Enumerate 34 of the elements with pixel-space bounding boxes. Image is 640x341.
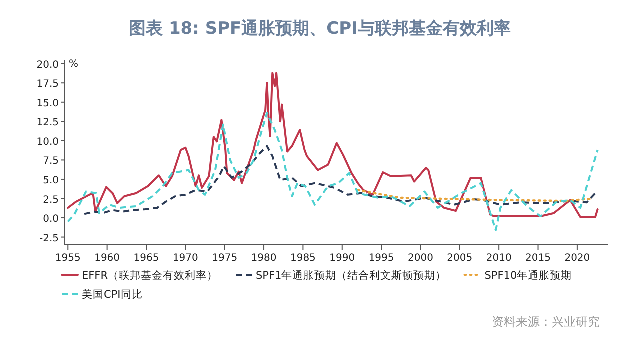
x-tick-label: 1980 <box>251 253 277 264</box>
y-tick-label: 17.5 <box>36 79 59 90</box>
x-tick-label: 2000 <box>408 253 434 264</box>
y-tick-label: 0.0 <box>43 214 59 226</box>
x-tick-label: 2015 <box>526 253 551 264</box>
y-tick-label: 12.5 <box>36 118 59 129</box>
line-series <box>84 145 598 216</box>
y-tick-label: 7.5 <box>43 156 59 168</box>
x-tick-label: 1985 <box>290 253 316 264</box>
legend-label: SPF10年通胀预期 <box>484 269 572 282</box>
text: 资料来源：兴业研究 <box>492 315 600 329</box>
x-tick-label: 1955 <box>55 253 81 264</box>
x-tick-label: 1975 <box>212 253 238 264</box>
legend-label: 美国CPI同比 <box>82 288 143 301</box>
y-axis-title: % <box>69 59 79 70</box>
x-tick-label: 2005 <box>447 253 473 264</box>
y-tick-label: 5.0 <box>43 175 59 186</box>
legend-label: SPF1年通胀预期（结合利文斯顿预期） <box>256 269 447 282</box>
chart-title: 图表 18: SPF通胀预期、CPI与联邦基金有效利率 <box>129 19 511 39</box>
y-tick-label: 20.0 <box>36 60 59 71</box>
x-tick-label: 1965 <box>134 253 160 264</box>
y-tick-label: -2.5 <box>39 233 59 244</box>
y-tick-label: 10.0 <box>36 136 59 148</box>
x-tick-label: 1960 <box>94 253 120 264</box>
x-tick-label: 2020 <box>564 253 590 264</box>
y-tick-label: 2.5 <box>43 194 59 206</box>
line-series <box>67 72 599 218</box>
line-series <box>67 112 599 232</box>
legend-label: EFFR（联邦基金有效利率） <box>82 269 218 282</box>
y-tick-label: 15.0 <box>36 98 59 110</box>
x-tick-label: 1990 <box>330 253 356 264</box>
x-tick-label: 1995 <box>368 253 394 264</box>
x-tick-label: 1970 <box>172 253 198 264</box>
x-tick-label: 2010 <box>486 253 512 264</box>
